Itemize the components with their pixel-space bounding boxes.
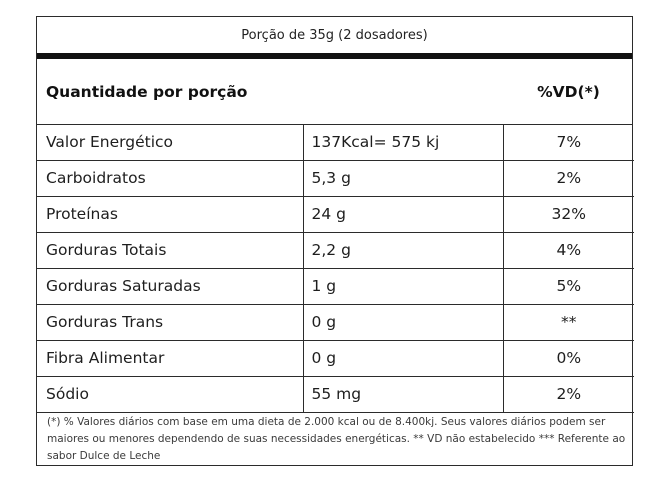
nutrient-name: Gorduras Saturadas xyxy=(37,268,303,305)
nutrient-daily-value: ** xyxy=(502,304,634,341)
nutrient-daily-value: 2% xyxy=(502,376,634,413)
nutrient-amount: 137Kcal= 575 kj xyxy=(302,124,503,161)
table-row: Gorduras Totais 2,2 g 4% xyxy=(37,232,634,269)
nutrient-name: Proteínas xyxy=(37,196,303,233)
nutrient-daily-value: 7% xyxy=(502,124,634,161)
table-row: Fibra Alimentar 0 g 0% xyxy=(37,340,634,377)
table-row: Carboidratos 5,3 g 2% xyxy=(37,160,634,197)
nutrient-daily-value: 5% xyxy=(502,268,634,305)
table-row: Gorduras Saturadas 1 g 5% xyxy=(37,268,634,305)
nutrient-daily-value: 0% xyxy=(502,340,634,377)
quantity-per-portion-heading: Quantidade por porção xyxy=(46,83,248,101)
footnote: (*) % Valores diários com base em uma di… xyxy=(47,416,626,462)
nutrient-name: Carboidratos xyxy=(37,160,303,197)
nutrient-name: Valor Energético xyxy=(37,124,303,161)
portion-size: Porção de 35g (2 dosadores) xyxy=(241,27,428,43)
nutrient-amount: 0 g xyxy=(302,304,503,341)
table-row: Gorduras Trans 0 g ** xyxy=(37,304,634,341)
nutrient-amount: 0 g xyxy=(302,340,503,377)
nutrient-name: Gorduras Trans xyxy=(37,304,303,341)
nutrient-daily-value: 32% xyxy=(502,196,634,233)
table-row: Valor Energético 137Kcal= 575 kj 7% xyxy=(37,124,634,161)
table-header: Quantidade por porção %VD(*) xyxy=(37,59,632,125)
nutrient-amount: 1 g xyxy=(302,268,503,305)
nutrient-amount: 5,3 g xyxy=(302,160,503,197)
nutrient-name: Sódio xyxy=(37,376,303,413)
nutrition-table: Valor Energético 137Kcal= 575 kj 7% Carb… xyxy=(37,124,634,413)
nutrient-name: Gorduras Totais xyxy=(37,232,303,269)
nutrient-amount: 55 mg xyxy=(302,376,503,413)
nutrient-amount: 24 g xyxy=(302,196,503,233)
nutrition-facts-panel: Porção de 35g (2 dosadores) Quantidade p… xyxy=(36,16,634,466)
nutrient-name: Fibra Alimentar xyxy=(37,340,303,377)
nutrient-daily-value: 4% xyxy=(502,232,634,269)
daily-value-heading: %VD(*) xyxy=(537,83,600,101)
table-row: Proteínas 24 g 32% xyxy=(37,196,634,233)
nutrient-amount: 2,2 g xyxy=(302,232,503,269)
nutrient-daily-value: 2% xyxy=(502,160,634,197)
table-row: Sódio 55 mg 2% xyxy=(37,376,634,413)
thick-divider xyxy=(37,53,632,59)
